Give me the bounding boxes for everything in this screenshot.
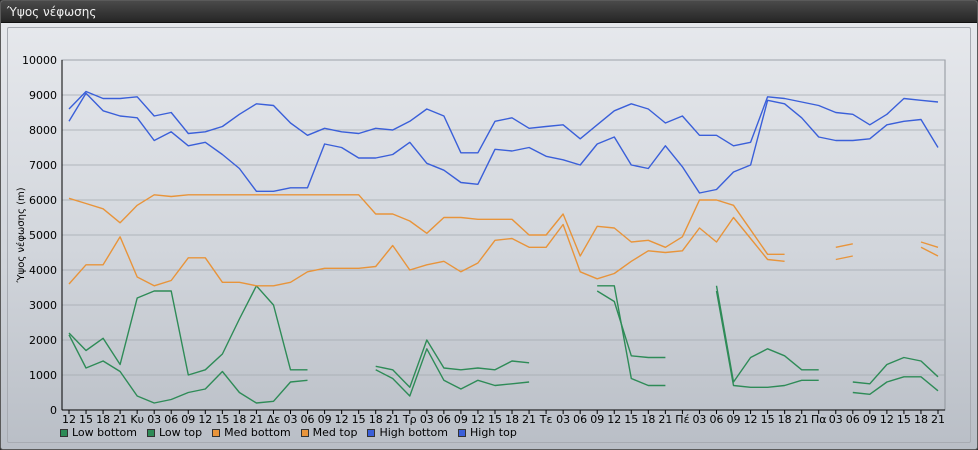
x-tick-label: 15 bbox=[761, 413, 775, 426]
x-tick-label: 15 bbox=[624, 413, 638, 426]
y-tick-label: 0 bbox=[50, 404, 57, 417]
x-tick-label: Πα bbox=[811, 413, 827, 426]
series-line-med-top bbox=[68, 194, 939, 257]
x-tick-label: 06 bbox=[573, 413, 587, 426]
legend-item-high-top: High top bbox=[458, 426, 517, 439]
legend-label: Low top bbox=[158, 426, 203, 439]
x-tick-label: 15 bbox=[488, 413, 502, 426]
legend-swatch bbox=[458, 428, 466, 437]
legend-swatch bbox=[146, 428, 155, 437]
x-tick-label: 21 bbox=[931, 413, 945, 426]
x-tick-label: 21 bbox=[249, 413, 263, 426]
y-tick-label: 2000 bbox=[29, 334, 57, 347]
x-tick-label: 12 bbox=[62, 413, 76, 426]
legend-label: High top bbox=[470, 426, 517, 439]
x-tick-label: 12 bbox=[880, 413, 894, 426]
x-tick-label: 09 bbox=[590, 413, 604, 426]
y-axis-label: Ύψος νέφωσης (m) bbox=[15, 187, 27, 283]
x-tick-label: 12 bbox=[744, 413, 758, 426]
x-tick-label: 09 bbox=[727, 413, 741, 426]
x-tick-label: Κυ bbox=[130, 413, 144, 426]
y-tick-label: 1000 bbox=[29, 369, 57, 382]
x-tick-label: 18 bbox=[232, 413, 246, 426]
y-tick-label: 5000 bbox=[29, 229, 57, 242]
x-tick-label: Τρ bbox=[402, 413, 417, 426]
x-tick-label: 15 bbox=[352, 413, 366, 426]
x-tick-label: 03 bbox=[284, 413, 298, 426]
legend-item-low-top: Low top bbox=[146, 426, 203, 439]
x-tick-label: 21 bbox=[386, 413, 400, 426]
x-tick-label: 21 bbox=[113, 413, 127, 426]
legend-item-high-bottom: High bottom bbox=[367, 426, 448, 439]
legend: Low bottom Low top Med bottom Med top High b… bbox=[60, 426, 517, 439]
legend-item-med-bottom: Med bottom bbox=[212, 426, 291, 439]
legend-label: Low bottom bbox=[72, 426, 137, 439]
x-tick-label: 03 bbox=[147, 413, 161, 426]
series-line-med-bottom bbox=[68, 216, 939, 287]
y-tick-label: 8000 bbox=[29, 124, 57, 137]
x-tick-label: 21 bbox=[795, 413, 809, 426]
y-tick-label: 9000 bbox=[29, 89, 57, 102]
legend-item-low-bottom: Low bottom bbox=[60, 426, 137, 439]
y-tick-label: 7000 bbox=[29, 159, 57, 172]
x-tick-label: 03 bbox=[829, 413, 843, 426]
y-tick-label: 6000 bbox=[29, 194, 57, 207]
x-tick-label: 18 bbox=[505, 413, 519, 426]
x-tick-label: 18 bbox=[914, 413, 928, 426]
x-tick-label: 18 bbox=[641, 413, 655, 426]
x-tick-label: 12 bbox=[198, 413, 212, 426]
x-tick-label: 06 bbox=[846, 413, 860, 426]
series-line-low-bottom bbox=[68, 285, 939, 404]
legend-swatch bbox=[367, 428, 376, 437]
x-tick-label: 12 bbox=[607, 413, 621, 426]
series-line-high-top bbox=[68, 90, 939, 154]
series-line-high-bottom bbox=[68, 92, 939, 194]
x-tick-label: 09 bbox=[863, 413, 877, 426]
x-tick-label: 06 bbox=[164, 413, 178, 426]
x-tick-label: 15 bbox=[79, 413, 93, 426]
series-line-low-top bbox=[68, 285, 939, 388]
x-tick-label: 06 bbox=[709, 413, 723, 426]
legend-label: High bottom bbox=[379, 426, 448, 439]
chart-frame bbox=[7, 27, 971, 443]
legend-label: Med bottom bbox=[224, 426, 291, 439]
window-title: Ύψος νέφωσης bbox=[1, 1, 977, 23]
legend-swatch bbox=[212, 428, 221, 437]
y-tick-label: 10000 bbox=[22, 54, 57, 67]
x-tick-label: 06 bbox=[437, 413, 451, 426]
x-tick-label: 09 bbox=[454, 413, 468, 426]
legend-swatch bbox=[300, 428, 309, 437]
x-tick-label: Δε bbox=[267, 413, 281, 426]
x-tick-label: 06 bbox=[301, 413, 315, 426]
legend-item-med-top: Med top bbox=[300, 426, 358, 439]
x-tick-label: 15 bbox=[897, 413, 911, 426]
legend-swatch bbox=[60, 428, 68, 437]
x-tick-label: Πέ bbox=[675, 413, 689, 426]
x-tick-label: 21 bbox=[522, 413, 536, 426]
y-tick-label: 3000 bbox=[29, 299, 57, 312]
x-tick-label: 03 bbox=[420, 413, 434, 426]
x-tick-label: 21 bbox=[658, 413, 672, 426]
x-tick-label: 15 bbox=[215, 413, 229, 426]
x-tick-label: Τε bbox=[539, 413, 553, 426]
x-tick-label: 09 bbox=[181, 413, 195, 426]
x-tick-label: 09 bbox=[318, 413, 332, 426]
x-tick-label: 18 bbox=[96, 413, 110, 426]
x-tick-label: 03 bbox=[556, 413, 570, 426]
x-tick-label: 18 bbox=[778, 413, 792, 426]
legend-label: Med top bbox=[312, 426, 358, 439]
x-tick-label: 12 bbox=[471, 413, 485, 426]
x-tick-label: 03 bbox=[692, 413, 706, 426]
y-tick-label: 4000 bbox=[29, 264, 57, 277]
x-tick-label: 12 bbox=[335, 413, 349, 426]
x-tick-label: 18 bbox=[369, 413, 383, 426]
